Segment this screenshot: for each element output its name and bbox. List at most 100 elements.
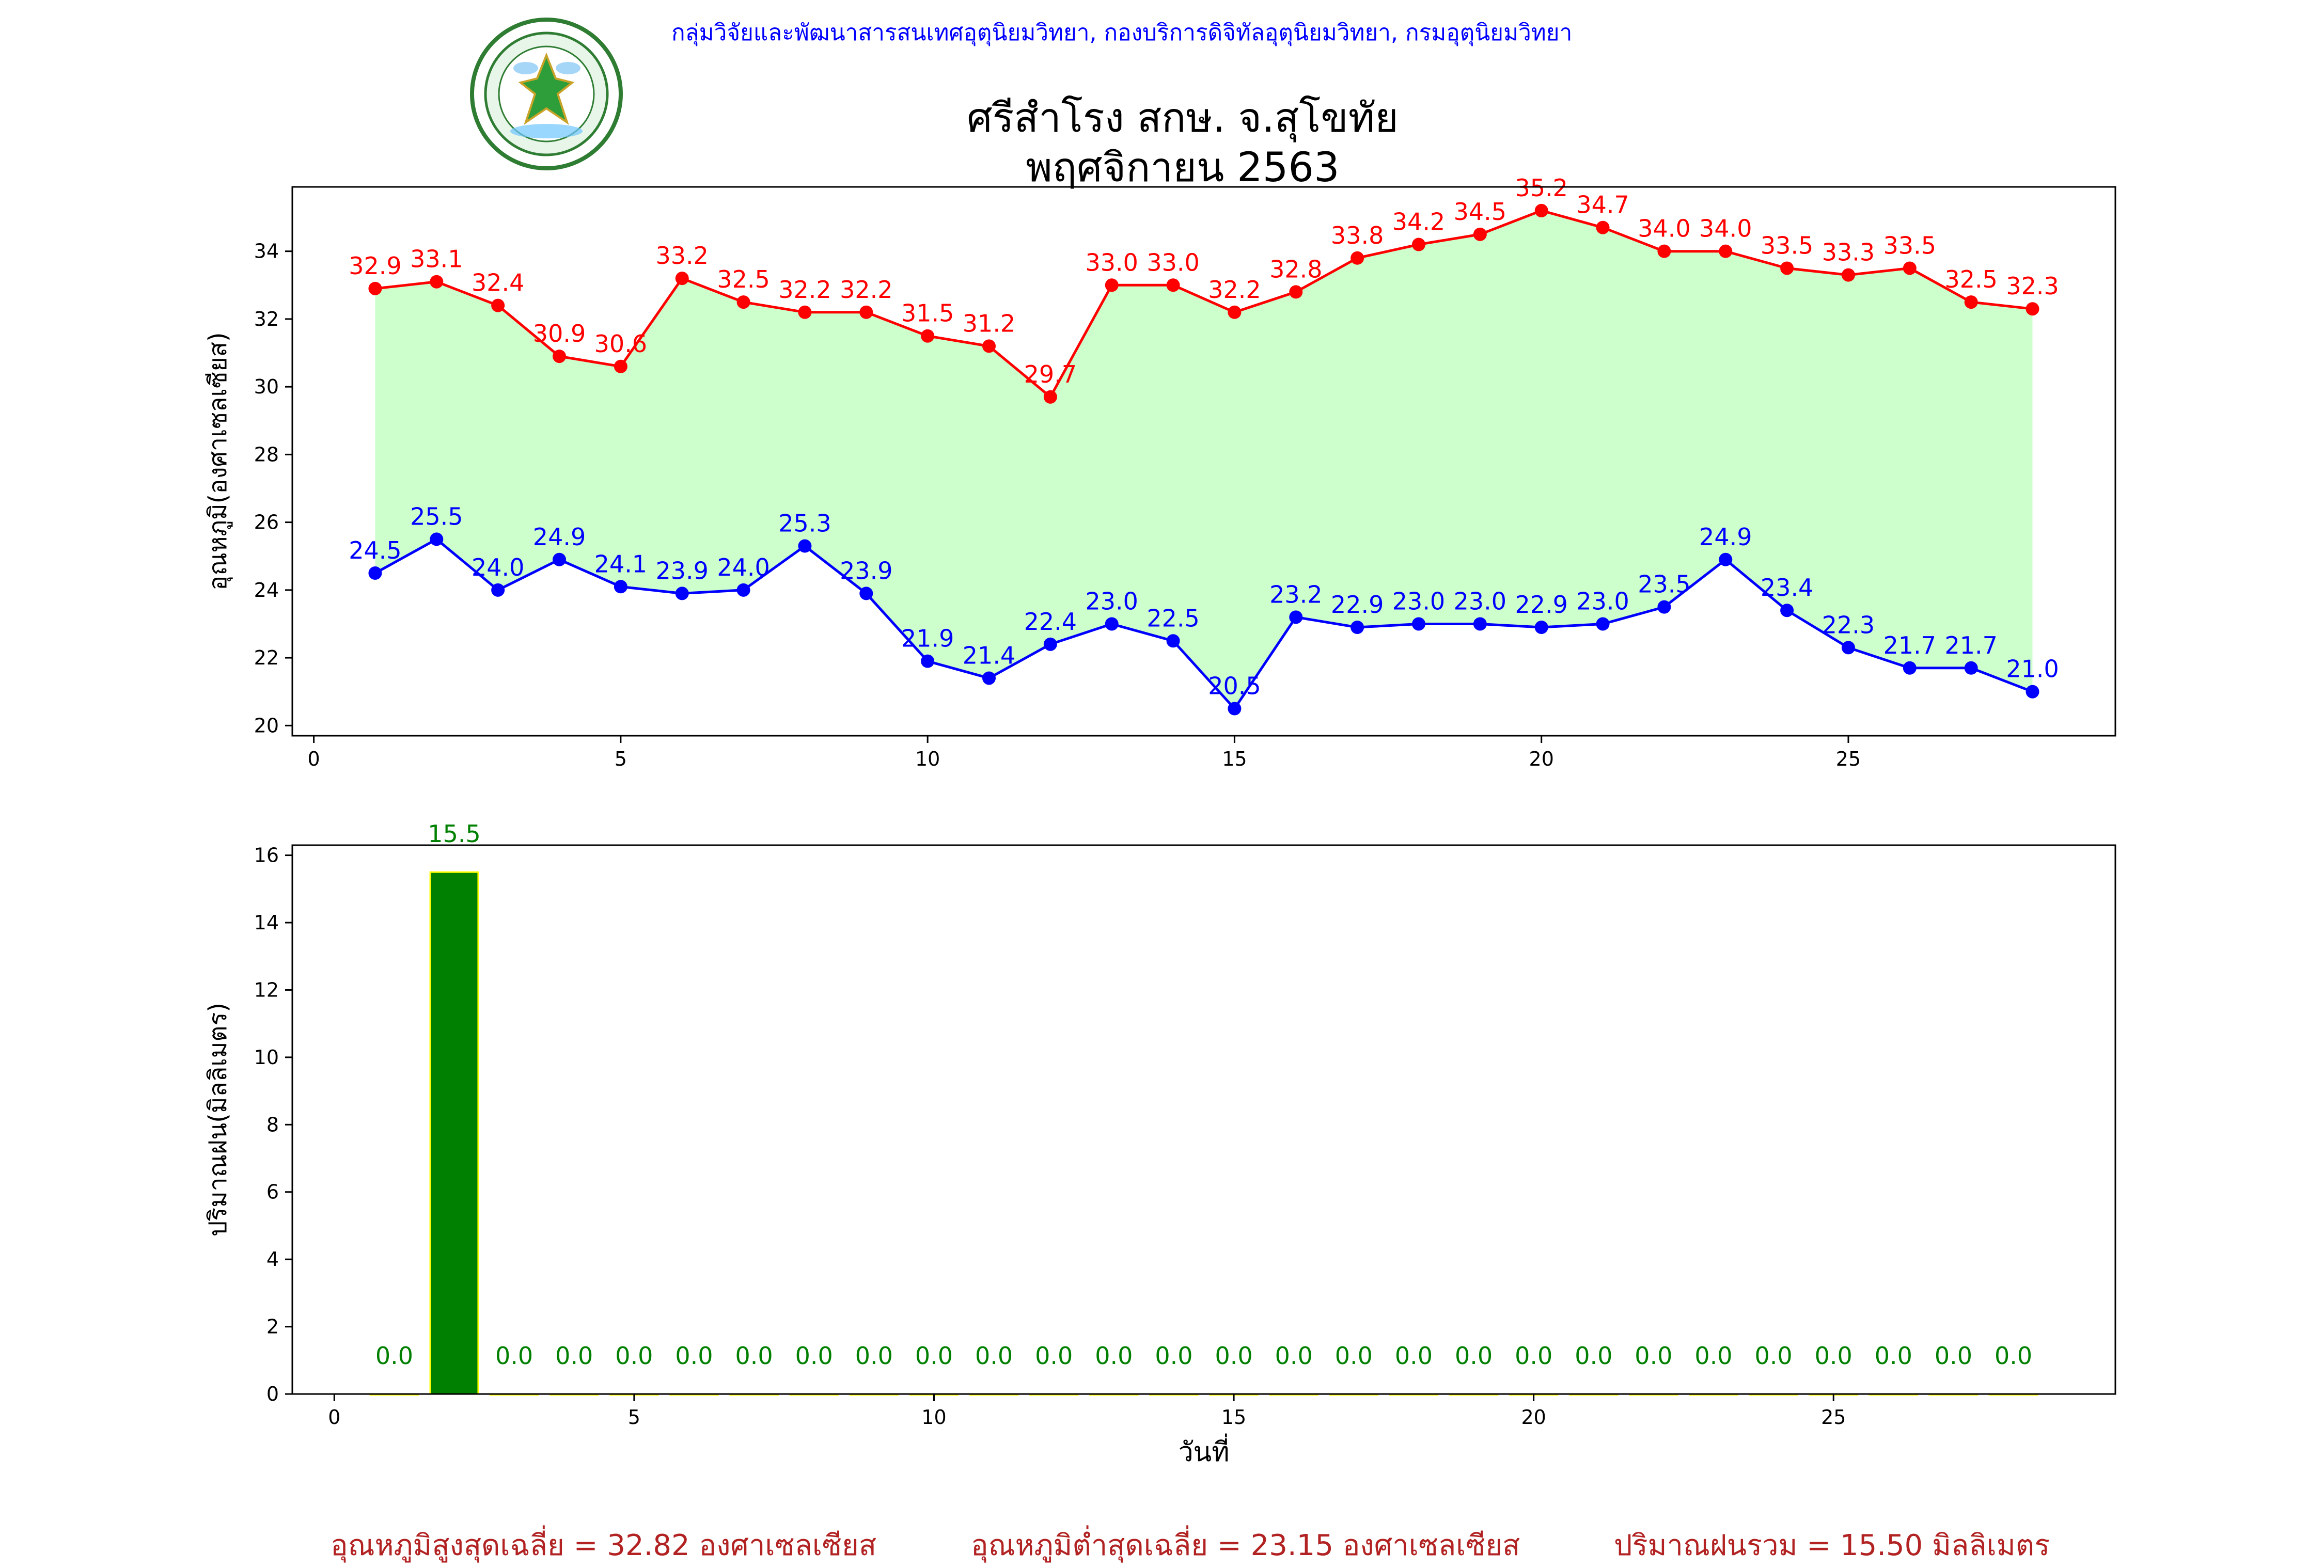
max-temp-point-9	[859, 305, 873, 319]
rain-label-14: 0.0	[1155, 1342, 1192, 1370]
max-temp-line	[375, 209, 2033, 399]
rain-label-9: 0.0	[855, 1342, 893, 1370]
min-temp-label-4: 24.9	[533, 523, 586, 551]
max-temp-label-19: 34.5	[1454, 198, 1506, 226]
max-temp-label-20: 35.2	[1515, 174, 1567, 202]
max-temp-label-10: 31.5	[901, 299, 954, 327]
rainfall-chart: 0.0 15.5 0.0 0.0 0.0 0.0 0.0 0.0 0.0 0.0 0.0 0.0 0.0…	[203, 820, 2116, 1468]
max-temp-point-24	[1780, 261, 1794, 275]
rain-label-23: 0.0	[1694, 1342, 1732, 1370]
temperature-x-tick-label-4: 20	[1529, 748, 1554, 770]
min-temp-label-15: 20.5	[1208, 672, 1261, 700]
max-temp-label-28: 32.3	[2006, 272, 2059, 300]
rain-label-2: 15.5	[428, 820, 480, 848]
max-temp-label-23: 34.0	[1699, 215, 1752, 243]
max-temp-point-5	[614, 359, 627, 373]
rain-label-7: 0.0	[735, 1342, 773, 1370]
header-credit: กลุ่มวิจัยและพัฒนาสารสนเทศอุตุนิยมวิทยา,…	[671, 20, 1573, 46]
meteorological-department-logo	[470, 18, 623, 170]
max-temp-point-22	[1657, 244, 1671, 258]
rain-label-3: 0.0	[495, 1342, 533, 1370]
min-temp-point-14	[1166, 634, 1180, 648]
temperature-x-tick-label-3: 15	[1222, 748, 1247, 770]
max-temp-point-28	[2025, 302, 2039, 316]
rainfall-x-tick-label-3: 15	[1221, 1406, 1246, 1429]
max-temp-label-26: 33.5	[1883, 231, 1936, 259]
min-temp-point-12	[1043, 637, 1057, 651]
temperature-y-tick-label-4: 28	[254, 443, 279, 466]
min-temp-label-11: 21.4	[963, 641, 1015, 669]
max-temp-point-23	[1719, 244, 1733, 258]
min-temp-label-16: 23.2	[1269, 580, 1322, 608]
max-temp-point-26	[1903, 261, 1917, 275]
min-temp-label-25: 22.3	[1822, 611, 1875, 639]
max-temp-label-16: 32.8	[1269, 255, 1322, 283]
rain-label-5: 0.0	[615, 1342, 653, 1370]
min-temp-label-5: 24.1	[594, 550, 647, 578]
max-temp-label-17: 33.8	[1331, 221, 1384, 249]
rainfall-y-tick-label-4: 8	[266, 1113, 279, 1136]
max-temp-label-24: 33.5	[1761, 231, 1813, 259]
max-temp-point-19	[1473, 227, 1487, 241]
max-temp-label-25: 33.3	[1822, 239, 1875, 266]
rainfall-x-tick-label-0: 0	[328, 1406, 340, 1429]
min-temp-point-15	[1228, 702, 1242, 716]
max-temp-point-15	[1228, 305, 1242, 319]
max-temp-label-2: 33.1	[410, 245, 463, 273]
min-temp-label-28: 21.0	[2006, 655, 2059, 683]
rainfall-x-tick-label-2: 10	[921, 1406, 946, 1429]
min-temp-label-9: 23.9	[840, 557, 892, 584]
min-temp-point-10	[921, 654, 935, 668]
min-temp-label-18: 23.0	[1392, 587, 1445, 615]
min-temp-label-6: 23.9	[656, 557, 709, 584]
rain-label-27: 0.0	[1935, 1342, 1972, 1370]
temperature-x-tick-label-2: 10	[915, 748, 940, 770]
max-temp-point-7	[736, 295, 750, 309]
summary-avg-max: อุณหภูมิสูงสุดเฉลี่ย = 32.82 องศาเซลเซีย…	[331, 1529, 877, 1562]
max-temp-point-10	[921, 329, 935, 343]
max-temp-point-17	[1351, 251, 1364, 265]
min-temp-point-3	[491, 583, 505, 597]
min-temp-label-19: 23.0	[1454, 587, 1506, 615]
max-temp-point-4	[553, 350, 567, 363]
chart-title-line-2: พฤศจิกายน 2563	[1026, 145, 1340, 191]
max-temp-label-12: 29.7	[1024, 360, 1077, 388]
max-temp-label-8: 32.2	[778, 276, 831, 304]
min-temp-point-24	[1780, 604, 1794, 617]
min-temp-point-23	[1719, 552, 1733, 566]
rain-label-21: 0.0	[1575, 1342, 1612, 1370]
max-temp-label-3: 32.4	[472, 269, 524, 297]
max-temp-point-11	[982, 339, 996, 353]
temperature-range-fill	[375, 210, 2033, 709]
min-temp-point-18	[1411, 617, 1425, 631]
min-temp-point-13	[1105, 617, 1119, 631]
min-temp-label-21: 23.0	[1576, 587, 1629, 615]
min-temp-point-6	[675, 587, 689, 600]
rain-bar-2	[429, 871, 479, 1395]
rain-label-17: 0.0	[1335, 1342, 1373, 1370]
rainfall-y-axis-label: ปริมาณฝน(มิลลิเมตร)	[203, 1003, 232, 1237]
min-temp-label-3: 24.0	[472, 553, 524, 581]
rain-label-16: 0.0	[1275, 1342, 1313, 1370]
min-temp-label-1: 24.5	[349, 536, 401, 564]
rain-label-26: 0.0	[1875, 1342, 1912, 1370]
rainfall-frame	[291, 844, 2116, 1395]
max-temp-point-14	[1166, 278, 1180, 292]
rainfall-y-tick-label-3: 6	[266, 1181, 279, 1203]
min-temp-point-5	[614, 580, 627, 594]
summary-total-rain: ปริมาณฝนรวม = 15.50 มิลลิเมตร	[1614, 1529, 2050, 1562]
min-temp-label-14: 22.5	[1147, 604, 1199, 632]
min-temp-point-20	[1534, 621, 1548, 635]
temperature-y-axis-label: อุณหภูมิ(องศาเซลเซียส)	[203, 332, 233, 590]
max-temp-label-15: 32.2	[1208, 276, 1261, 304]
min-temp-label-23: 24.9	[1699, 523, 1752, 551]
temperature-frame	[291, 186, 2116, 737]
min-temp-label-13: 23.0	[1086, 587, 1138, 615]
min-temp-point-17	[1351, 621, 1364, 635]
max-temp-label-7: 32.5	[717, 265, 770, 293]
rain-label-6: 0.0	[675, 1342, 713, 1370]
max-temp-label-4: 30.9	[533, 320, 586, 347]
temperature-y-tick-label-2: 24	[254, 579, 279, 601]
temperature-y-tick-label-5: 30	[254, 375, 279, 398]
